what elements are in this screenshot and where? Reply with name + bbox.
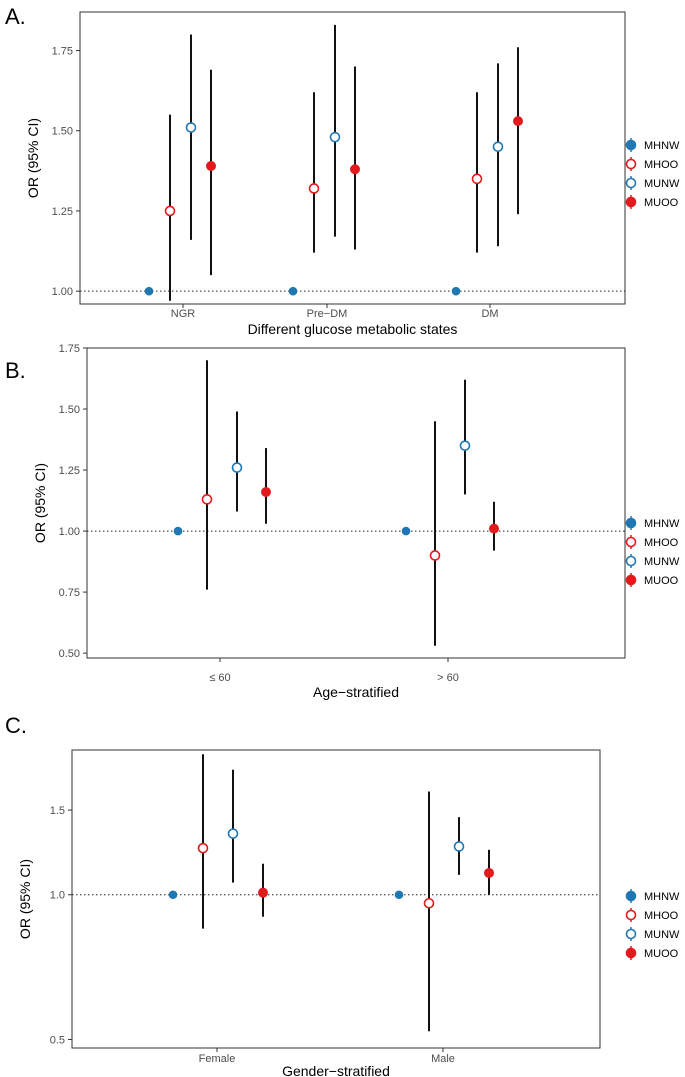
point-munw: [231, 462, 243, 473]
y-tick-label: 1.00: [59, 526, 80, 538]
point-munw: [453, 841, 465, 852]
x-tick-label: NGR: [171, 308, 196, 320]
legend-key-munw: [625, 928, 637, 940]
x-axis-title: Different glucose metabolic states: [248, 321, 458, 337]
legend-key-munw: [625, 177, 637, 189]
legend-label-mhnw: MHNW: [644, 891, 680, 903]
y-tick-label: 1.75: [59, 343, 80, 355]
chart-panel-3: C. 0.5 1.0 1.5 OR (95% CI) Female Male Gender−s…: [5, 713, 680, 1077]
legend-label-mhoo: MHOO: [644, 910, 679, 922]
point-munw: [185, 122, 197, 133]
legend-label-muoo: MUOO: [644, 197, 679, 209]
y-tick-label: 1.5: [50, 805, 65, 817]
legend-key-muoo: [625, 196, 637, 208]
point-muoo: [206, 161, 216, 172]
legend-label-munw: MUNW: [644, 556, 680, 568]
point-mhnw: [288, 286, 298, 296]
point-muoo: [513, 116, 523, 127]
y-tick-label: 1.0: [50, 890, 65, 902]
y-tick-label: 0.5: [50, 1034, 65, 1046]
y-tick-label: 1.50: [52, 126, 73, 138]
panel-label: B.: [5, 358, 26, 383]
point-mhoo: [308, 183, 320, 194]
x-axis-title: Gender−stratified: [282, 1063, 390, 1077]
point-munw: [492, 141, 504, 153]
legend-key-mhnw: [625, 139, 637, 151]
point-muoo: [258, 887, 268, 898]
legend-label-munw: MUNW: [644, 178, 680, 190]
point-mhoo: [197, 842, 209, 854]
chart-panel-2: B. 0.50 0.75 1.00 1.25 1.50 1.75 OR (95% CI) ≤ 6…: [5, 343, 680, 700]
legend-key-mhoo: [625, 909, 637, 921]
point-mhnw: [394, 890, 404, 900]
point-mhoo: [471, 173, 483, 185]
panel-label: A.: [5, 4, 26, 29]
legend-key-muoo: [625, 574, 637, 586]
point-mhnw: [401, 526, 411, 536]
y-tick-label: 1.25: [52, 206, 73, 218]
legend-key-mhnw: [625, 517, 637, 529]
point-munw: [227, 828, 239, 839]
y-axis-title: OR (95% CI): [25, 118, 41, 198]
x-tick-label: Female: [199, 1053, 236, 1065]
x-tick-label: Pre−DM: [307, 308, 348, 320]
legend: MHNW MHOO MUNW MUOO: [625, 889, 680, 960]
x-tick-label: DM: [481, 308, 498, 320]
point-mhnw: [173, 526, 183, 536]
legend-key-mhoo: [625, 536, 637, 548]
plot-frame: [79, 11, 626, 305]
legend-label-muoo: MUOO: [644, 948, 679, 960]
point-mhoo: [201, 494, 213, 505]
y-tick-label: 1.00: [52, 286, 73, 298]
x-tick-label: Male: [431, 1053, 455, 1065]
legend-key-mhnw: [625, 890, 637, 902]
plot-frame: [71, 749, 601, 1049]
x-axis-title: Age−stratified: [313, 684, 399, 700]
point-mhoo: [423, 897, 435, 909]
chart-panel-1: A. 1.00 1.25 1.50 1.75 OR (95% CI) NGR Pre−DM DM…: [5, 4, 680, 337]
y-tick-label: 1.50: [59, 404, 80, 416]
legend-label-mhnw: MHNW: [644, 140, 680, 152]
y-tick-label: 0.75: [59, 587, 80, 599]
legend-label-muoo: MUOO: [644, 575, 679, 587]
legend-label-mhoo: MHOO: [644, 159, 679, 171]
point-mhoo: [164, 205, 176, 217]
point-mhnw: [168, 890, 178, 900]
legend-key-muoo: [625, 947, 637, 959]
x-tick-label: > 60: [437, 672, 459, 684]
point-muoo: [489, 523, 499, 534]
y-tick-label: 1.75: [52, 46, 73, 58]
legend-label-mhoo: MHOO: [644, 537, 679, 549]
point-mhnw: [144, 286, 154, 296]
x-tick-label: ≤ 60: [209, 672, 230, 684]
point-mhoo: [429, 550, 441, 561]
legend-key-mhoo: [625, 158, 637, 170]
point-muoo: [350, 164, 360, 175]
point-munw: [329, 131, 341, 143]
point-muoo: [484, 867, 494, 878]
y-tick-label: 0.50: [59, 648, 80, 660]
plot-frame: [86, 347, 626, 659]
point-muoo: [261, 487, 271, 498]
legend-label-mhnw: MHNW: [644, 518, 680, 530]
y-axis-title: OR (95% CI): [17, 859, 33, 939]
legend: MHNW MHOO MUNW MUOO: [625, 138, 680, 209]
panel-label: C.: [5, 713, 27, 738]
legend: MHNW MHOO MUNW MUOO: [625, 516, 680, 587]
point-munw: [459, 440, 471, 451]
legend-label-munw: MUNW: [644, 929, 680, 941]
point-mhnw: [451, 286, 461, 296]
legend-key-munw: [625, 555, 637, 567]
y-tick-label: 1.25: [59, 465, 80, 477]
y-axis-title: OR (95% CI): [32, 463, 48, 543]
